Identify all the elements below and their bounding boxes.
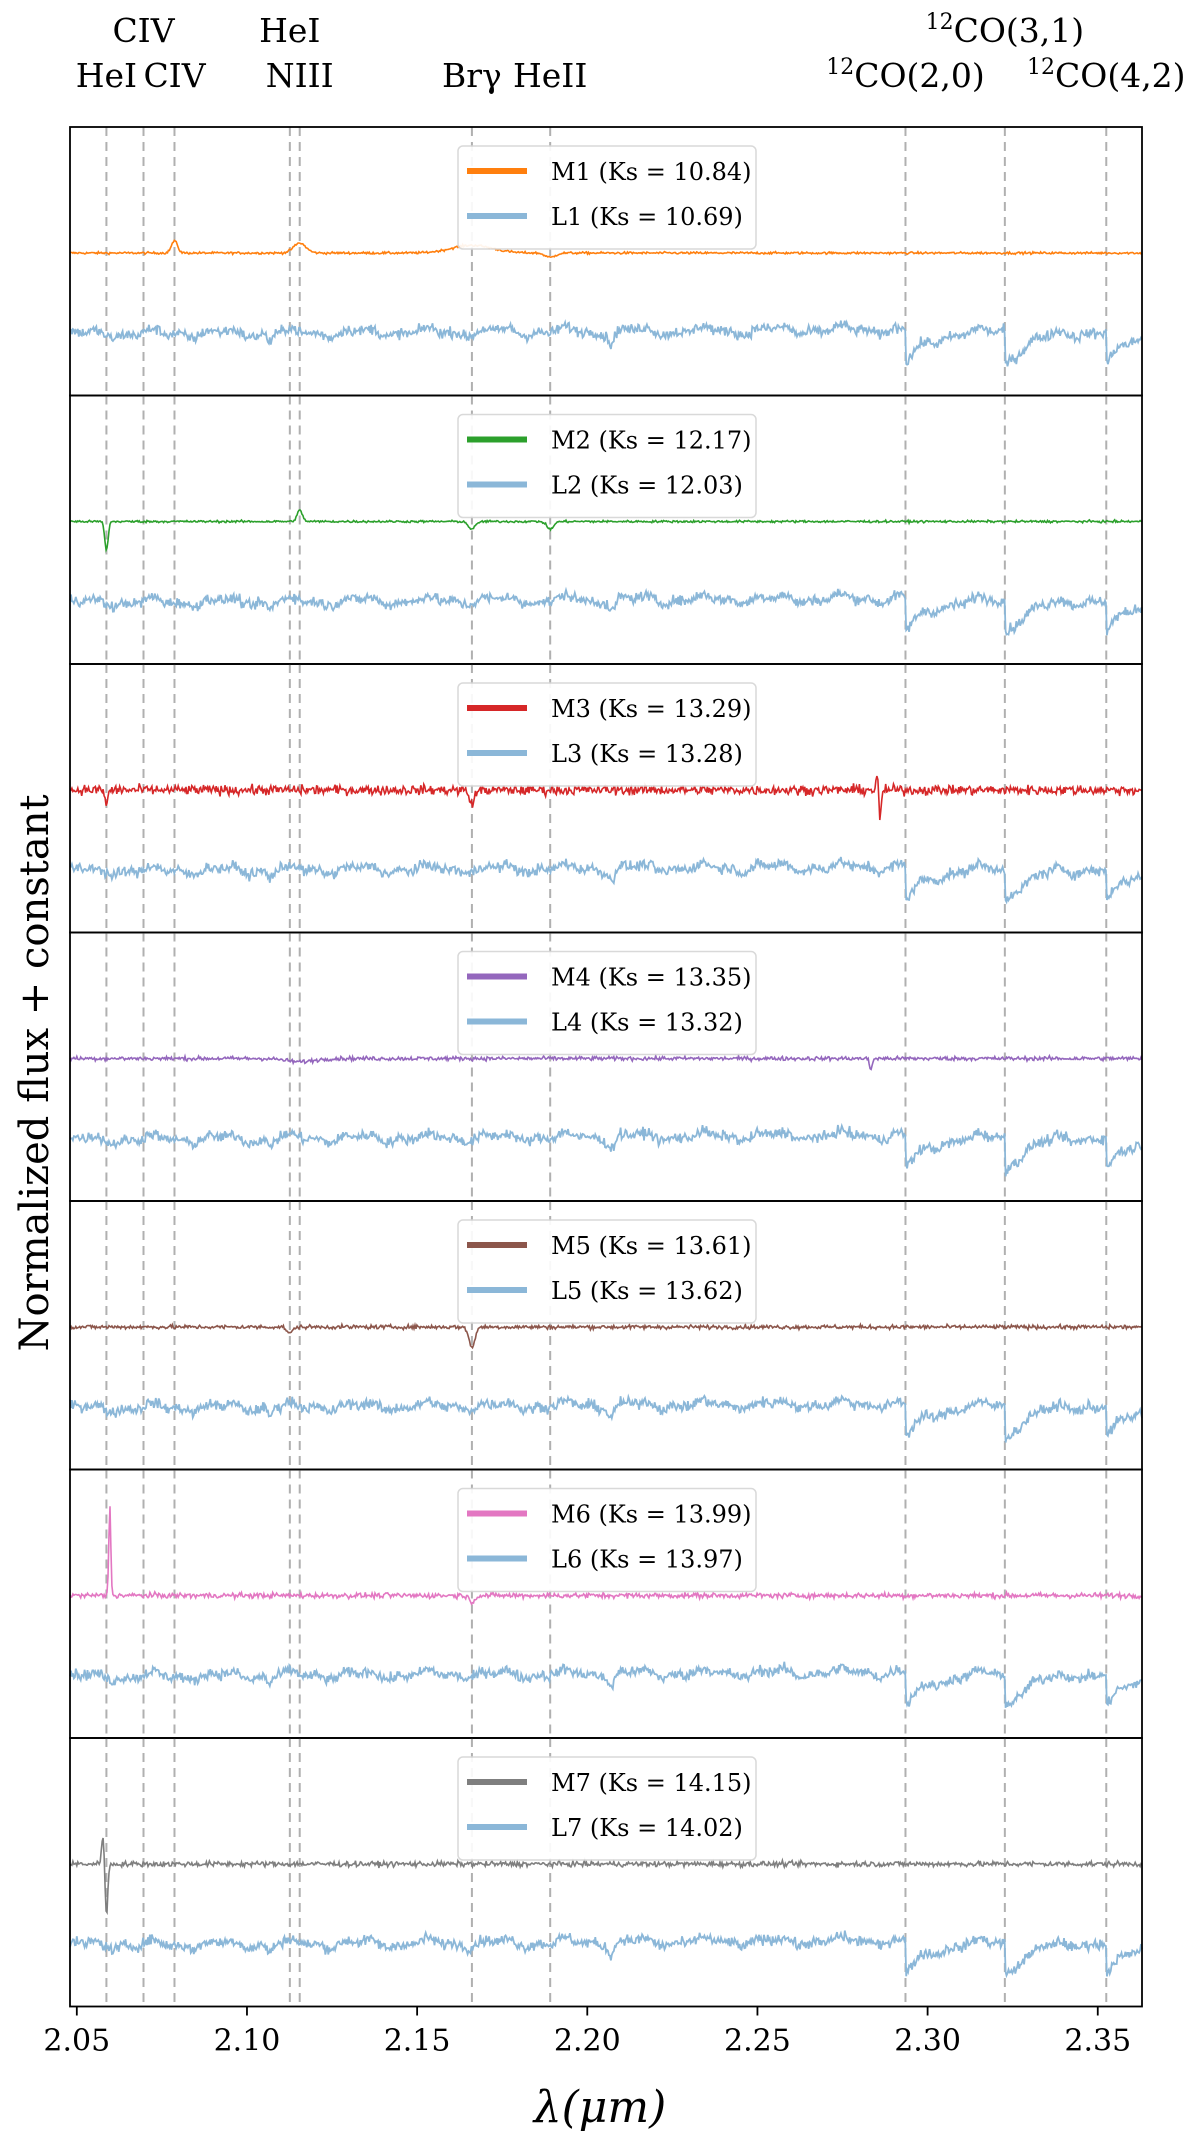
x-tick-label-2: 2.15 [384, 2024, 451, 2059]
legend: M2 (Ks = 12.17) L2 (Ks = 12.03) [457, 413, 757, 519]
panel-6: M6 (Ks = 13.99) L6 (Ks = 13.97) [69, 1468, 1143, 1739]
legend-box [457, 145, 757, 250]
legend-box [457, 1756, 757, 1861]
x-axis-label: λ(μm) [532, 2082, 667, 2133]
legend-label-comparison: L7 (Ks = 14.02) [551, 1814, 743, 1842]
panel-frame [69, 1737, 1143, 2008]
legend-label-target: M3 (Ks = 13.29) [551, 695, 752, 723]
line-label-0: HeI [76, 56, 137, 95]
comparison-spectrum [69, 1122, 1143, 1177]
line-label-9: 12CO(4,2) [1027, 55, 1186, 95]
legend-label-target: M1 (Ks = 10.84) [551, 158, 752, 186]
target-spectrum [69, 775, 1143, 821]
legend: M5 (Ks = 13.61) L5 (Ks = 13.62) [457, 1219, 757, 1324]
legend-label-target: M6 (Ks = 13.99) [551, 1501, 752, 1529]
spectra-panels: M1 (Ks = 10.84) L1 (Ks = 10.69) M2 (Ks = 1… [69, 126, 1143, 2008]
legend-label-comparison: L5 (Ks = 13.62) [551, 1277, 743, 1305]
target-spectrum [69, 1506, 1143, 1606]
panel-1: M1 (Ks = 10.84) L1 (Ks = 10.69) [69, 126, 1143, 397]
legend: M1 (Ks = 10.84) L1 (Ks = 10.69) [457, 145, 757, 250]
legend-label-comparison: L2 (Ks = 12.03) [551, 472, 743, 500]
x-axis: 2.05 2.10 2.15 2.20 2.25 2.30 2.35 [43, 2006, 1131, 2059]
panel-2: M2 (Ks = 12.17) L2 (Ks = 12.03) [69, 394, 1143, 665]
legend: M4 (Ks = 13.35) L4 (Ks = 13.32) [457, 950, 757, 1056]
legend-label-comparison: L3 (Ks = 13.28) [551, 740, 743, 768]
legend-box [457, 1487, 757, 1593]
line-label-7: 12CO(2,0) [826, 55, 985, 95]
line-label-2: CIV [143, 56, 206, 95]
legend-box [457, 950, 757, 1056]
panel-3: M3 (Ks = 13.29) L3 (Ks = 13.28) [69, 663, 1143, 934]
line-label-4: NIII [266, 56, 334, 95]
target-spectrum [69, 239, 1143, 259]
line-label-6: HeII [513, 56, 587, 95]
comparison-spectrum [69, 318, 1143, 367]
comparison-spectrum [69, 856, 1143, 905]
legend-box [457, 413, 757, 519]
legend-box [457, 682, 757, 787]
line-label-3: HeI [259, 11, 320, 50]
legend-label-target: M4 (Ks = 13.35) [551, 964, 752, 992]
legend-label-comparison: L6 (Ks = 13.97) [551, 1546, 743, 1574]
target-spectrum [69, 1321, 1143, 1350]
legend-label-target: M2 (Ks = 12.17) [551, 427, 752, 455]
legend-label-comparison: L4 (Ks = 13.32) [551, 1009, 743, 1037]
target-spectrum [69, 1052, 1143, 1071]
y-axis-label: Normalized flux + constant [12, 794, 58, 1351]
legend-box [457, 1219, 757, 1324]
line-label-1: CIV [112, 11, 175, 50]
panel-5: M5 (Ks = 13.61) L5 (Ks = 13.62) [69, 1200, 1143, 1471]
comparison-spectrum [69, 1929, 1143, 1979]
line-label-8: 12CO(3,1) [926, 10, 1085, 50]
legend-label-target: M7 (Ks = 14.15) [551, 1769, 752, 1797]
target-spectrum [69, 508, 1143, 554]
x-tick-label-3: 2.20 [554, 2024, 621, 2059]
comparison-spectrum [69, 1393, 1143, 1443]
comparison-spectrum [69, 586, 1143, 636]
target-spectrum [69, 1837, 1143, 1916]
legend: M7 (Ks = 14.15) L7 (Ks = 14.02) [457, 1756, 757, 1861]
x-tick-label-6: 2.35 [1064, 2024, 1131, 2059]
line-label-5: Brγ [442, 56, 502, 95]
legend-label-target: M5 (Ks = 13.61) [551, 1232, 752, 1260]
panel-7: M7 (Ks = 14.15) L7 (Ks = 14.02) [69, 1737, 1143, 2008]
comparison-spectrum [69, 1661, 1143, 1709]
legend: M3 (Ks = 13.29) L3 (Ks = 13.28) [457, 682, 757, 787]
x-tick-label-0: 2.05 [43, 2024, 110, 2059]
x-tick-label-1: 2.10 [214, 2024, 281, 2059]
panel-4: M4 (Ks = 13.35) L4 (Ks = 13.32) [69, 931, 1143, 1202]
x-tick-label-5: 2.30 [894, 2024, 961, 2059]
x-tick-label-4: 2.25 [724, 2024, 791, 2059]
legend: M6 (Ks = 13.99) L6 (Ks = 13.97) [457, 1487, 757, 1593]
legend-label-comparison: L1 (Ks = 10.69) [551, 203, 743, 231]
